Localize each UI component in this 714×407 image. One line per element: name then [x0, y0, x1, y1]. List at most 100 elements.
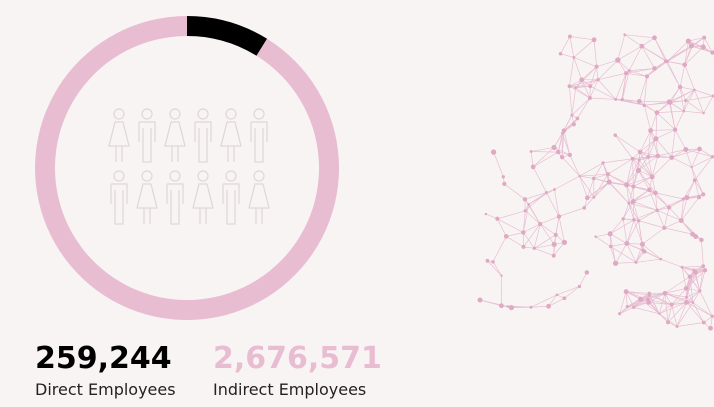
map-node	[688, 43, 694, 49]
map-node	[681, 197, 686, 201]
map-link	[633, 192, 656, 202]
map-link	[610, 246, 616, 264]
map-node	[693, 88, 696, 92]
map-node	[701, 320, 706, 325]
map-link	[691, 167, 704, 195]
map-node	[544, 190, 548, 195]
map-link	[626, 220, 639, 244]
icon-body	[136, 183, 158, 224]
map-link	[553, 147, 571, 156]
map-link	[622, 73, 627, 100]
map-link	[632, 156, 649, 160]
map-node	[579, 77, 585, 83]
icon-body	[250, 121, 268, 163]
map-link	[674, 129, 687, 150]
map-link	[531, 151, 559, 153]
map-node	[654, 110, 660, 115]
map-link	[617, 45, 643, 61]
map-link	[523, 232, 535, 249]
map-node	[594, 64, 599, 69]
map-link	[648, 189, 658, 211]
map-node	[502, 181, 507, 187]
map-node	[682, 109, 686, 113]
map-link	[560, 36, 571, 54]
icon-body	[248, 183, 270, 224]
map-node	[642, 103, 646, 108]
map-link	[639, 138, 657, 153]
map-node	[556, 149, 561, 155]
map-link	[671, 296, 687, 305]
map-link	[619, 299, 641, 315]
map-node	[591, 176, 596, 181]
map-link	[656, 198, 684, 211]
map-link	[607, 173, 634, 187]
map-link	[655, 192, 684, 200]
map-node	[555, 293, 559, 297]
male-icon	[250, 108, 268, 163]
map-node	[484, 212, 488, 216]
map-link	[560, 53, 574, 58]
map-link	[664, 220, 682, 229]
map-node	[690, 166, 693, 169]
map-link	[647, 299, 672, 305]
map-link	[683, 89, 695, 112]
map-link	[487, 260, 502, 276]
map-node	[632, 305, 636, 310]
icon-head	[225, 170, 237, 182]
map-node	[561, 131, 564, 135]
map-link	[685, 270, 706, 289]
map-link	[528, 192, 547, 205]
map-link	[641, 45, 668, 62]
icon-body	[192, 183, 214, 224]
map-link	[679, 64, 686, 88]
map-link	[671, 304, 678, 327]
map-link	[664, 276, 691, 294]
female-icon	[220, 108, 242, 162]
indirect-value: 2,676,571	[213, 341, 382, 376]
map-node	[477, 297, 483, 303]
map-link	[524, 192, 547, 212]
map-link	[655, 138, 672, 158]
map-node	[647, 187, 652, 193]
map-link	[569, 86, 573, 116]
map-link	[615, 99, 640, 102]
female-icon	[248, 170, 270, 224]
map-link	[691, 148, 700, 168]
map-link	[553, 242, 565, 256]
map-link	[656, 112, 676, 130]
map-link	[681, 266, 701, 292]
map-link	[635, 249, 644, 263]
map-node	[591, 37, 597, 43]
map-link	[553, 133, 563, 148]
map-link	[671, 288, 687, 305]
map-link	[639, 130, 651, 153]
map-link	[671, 301, 687, 305]
map-link	[607, 158, 633, 175]
map-link	[633, 186, 656, 194]
map-link	[506, 232, 524, 237]
map-link	[524, 210, 541, 225]
map-link	[650, 129, 676, 131]
map-link	[623, 218, 634, 221]
icon-body	[194, 121, 212, 163]
icon-head	[141, 108, 153, 120]
map-link	[579, 175, 594, 179]
map-node	[634, 260, 638, 264]
map-link	[569, 79, 599, 87]
map-node	[669, 302, 674, 307]
map-node	[680, 265, 684, 269]
map-link	[628, 46, 643, 71]
map-node	[485, 258, 490, 263]
map-link	[626, 158, 633, 185]
map-link	[686, 302, 713, 317]
map-link	[681, 266, 694, 271]
map-node	[575, 116, 580, 121]
map-link	[534, 234, 556, 249]
map-node	[521, 230, 526, 235]
map-link	[638, 210, 658, 222]
map-node	[702, 35, 707, 40]
map-link	[671, 148, 700, 158]
map-link	[694, 89, 714, 97]
icon-body	[108, 121, 130, 162]
map-link	[655, 129, 676, 140]
